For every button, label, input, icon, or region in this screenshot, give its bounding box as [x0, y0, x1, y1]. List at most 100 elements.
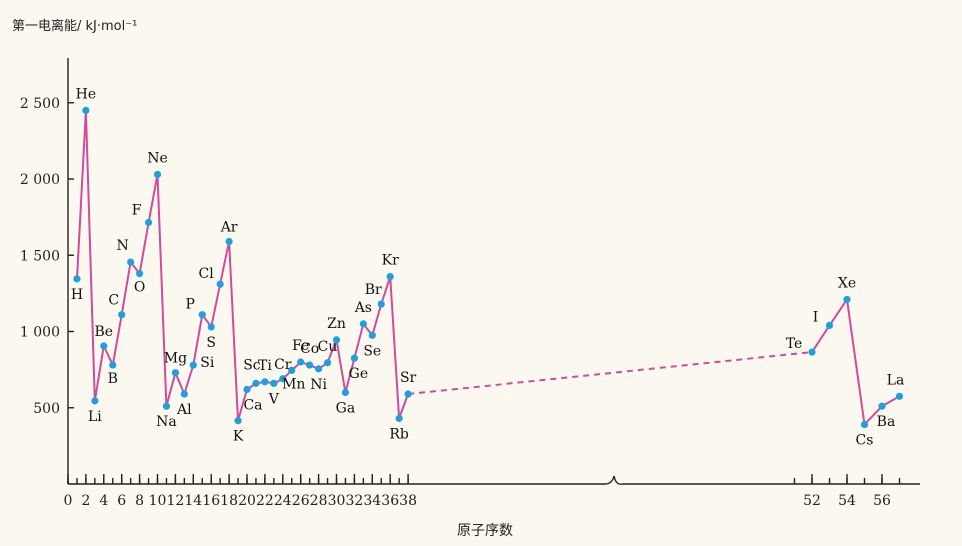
label-br: Br [365, 282, 382, 298]
label-be: Be [95, 324, 114, 340]
x-tick-label: 30 [328, 493, 346, 509]
point-sr [404, 390, 412, 398]
x-tick-label: 34 [363, 493, 381, 509]
label-na: Na [156, 414, 177, 430]
x-tick-label: 18 [220, 493, 238, 509]
point-cs [860, 420, 869, 429]
point-ni [315, 365, 323, 373]
x-axis-line [68, 475, 920, 486]
x-tick-label: 52 [803, 493, 821, 509]
label-ni: Ni [310, 377, 327, 393]
label-zn: Zn [327, 316, 346, 332]
y-tick-label: 500 [33, 401, 60, 417]
point-br [377, 300, 385, 308]
y-tick-label: 1 000 [20, 325, 60, 341]
point-c [118, 311, 126, 319]
point-i [825, 321, 834, 329]
x-tick-label: 14 [184, 493, 202, 509]
label-b: B [108, 371, 118, 387]
point-ge [350, 354, 358, 362]
point-zn [332, 336, 341, 344]
x-tick-label: 54 [838, 493, 856, 509]
label-cu: Cu [318, 339, 338, 355]
point-p [198, 311, 206, 319]
point-o [136, 269, 144, 278]
point-al [180, 390, 188, 398]
point-rb [395, 414, 403, 423]
point-f [144, 218, 153, 227]
point-ne [153, 170, 162, 179]
point-la [895, 392, 904, 400]
point-na [162, 402, 171, 410]
label-co: Co [300, 341, 319, 357]
label-rb: Rb [389, 426, 409, 442]
label-kr: Kr [382, 253, 399, 269]
point-ba [878, 402, 886, 410]
y-tick-label: 2 000 [20, 172, 60, 188]
point-be [100, 342, 108, 350]
label-cr: Cr [274, 357, 292, 373]
label-ca: Ca [243, 397, 262, 413]
point-se [368, 331, 376, 339]
label-li: Li [88, 409, 102, 425]
y-axis-title: 第一电离能/ kJ·mol⁻¹ [12, 18, 137, 34]
x-tick-label: 32 [345, 493, 363, 509]
label-ar: Ar [220, 220, 238, 236]
x-tick-label: 4 [99, 493, 108, 509]
label-as: As [354, 300, 372, 316]
point-kr [386, 273, 394, 281]
label-te: Te [786, 336, 803, 352]
point-xe [843, 295, 851, 304]
x-tick-label: 28 [310, 493, 328, 509]
point-co [306, 361, 314, 369]
x-tick-label: 24 [274, 493, 292, 509]
x-tick-label: 8 [135, 493, 144, 509]
label-n: N [117, 238, 129, 254]
point-s [207, 323, 215, 331]
point-ti [261, 378, 269, 386]
label-xe: Xe [838, 275, 856, 291]
label-f: F [132, 202, 142, 218]
point-k [234, 417, 242, 425]
label-se: Se [363, 343, 381, 359]
x-tick-label: 2 [81, 493, 90, 509]
x-tick-label: 10 [149, 493, 167, 509]
series-line-z52-57 [811, 296, 900, 427]
label-sc: Sc [243, 357, 261, 373]
point-v [270, 379, 278, 387]
point-as [359, 320, 367, 328]
x-tick-label: 26 [292, 493, 310, 509]
point-ga [341, 388, 350, 397]
label-k: K [233, 429, 244, 445]
point-cl [216, 280, 224, 288]
point-n [127, 258, 135, 266]
dashed-gap-line [407, 351, 813, 396]
y-tick-label: 1 500 [20, 248, 60, 264]
label-p: P [186, 297, 195, 313]
x-tick-label: 56 [873, 493, 891, 509]
x-tick-label: 12 [166, 493, 184, 509]
x-tick-label: 6 [117, 493, 126, 509]
x-tick-label: 22 [256, 493, 274, 509]
point-cr [279, 375, 287, 383]
label-si: Si [200, 355, 215, 371]
label-ge: Ge [349, 366, 368, 382]
label-al: Al [176, 402, 192, 418]
x-axis-title: 原子序数 [457, 523, 513, 539]
label-fe: Fe [292, 338, 309, 354]
label-he: He [76, 86, 97, 102]
x-tick-label: 0 [64, 493, 73, 509]
label-mn: Mn [282, 376, 305, 392]
label-sr: Sr [400, 370, 417, 386]
x-tick-label: 16 [202, 493, 220, 509]
label-ti: Ti [258, 358, 272, 374]
label-cs: Cs [856, 433, 874, 449]
label-c: C [108, 293, 119, 309]
data-points [73, 106, 904, 429]
point-sc [252, 379, 260, 387]
x-tick-label: 38 [399, 493, 417, 509]
point-h [73, 275, 81, 283]
